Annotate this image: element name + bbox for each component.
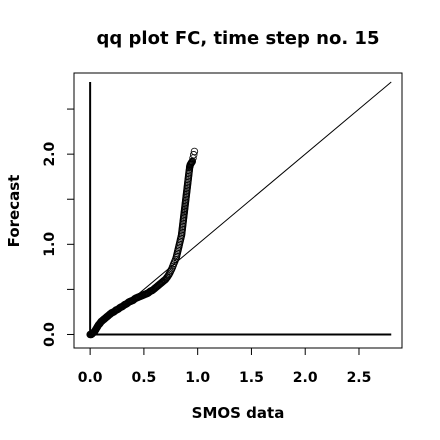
y-tick-label: 0.0 [42, 322, 58, 347]
plot-frame [73, 72, 403, 349]
x-tick-label: 1.0 [185, 370, 210, 386]
x-tick-label: 2.5 [347, 370, 372, 386]
x-tick-label: 0.0 [78, 370, 103, 386]
data-point [190, 147, 199, 156]
x-axis-label: SMOS data [192, 404, 285, 422]
points-group [86, 147, 199, 339]
zero-lines-group [89, 82, 392, 336]
y-tick-label: 2.0 [42, 141, 58, 166]
y-tick-label: 1.0 [42, 232, 58, 257]
chart-title: qq plot FC, time step no. 15 [97, 28, 380, 49]
x-axis: 0.0 0.5 1.0 1.5 2.0 2.5 [78, 348, 372, 386]
x-tick-label: 2.0 [293, 370, 318, 386]
data-point [167, 266, 175, 274]
data-point [190, 151, 198, 159]
y-axis: 0.0 1.0 2.0 [42, 108, 74, 347]
x-tick-label: 0.5 [131, 370, 156, 386]
y-axis-label: Forecast [5, 175, 23, 248]
x-tick-label: 1.5 [239, 370, 264, 386]
